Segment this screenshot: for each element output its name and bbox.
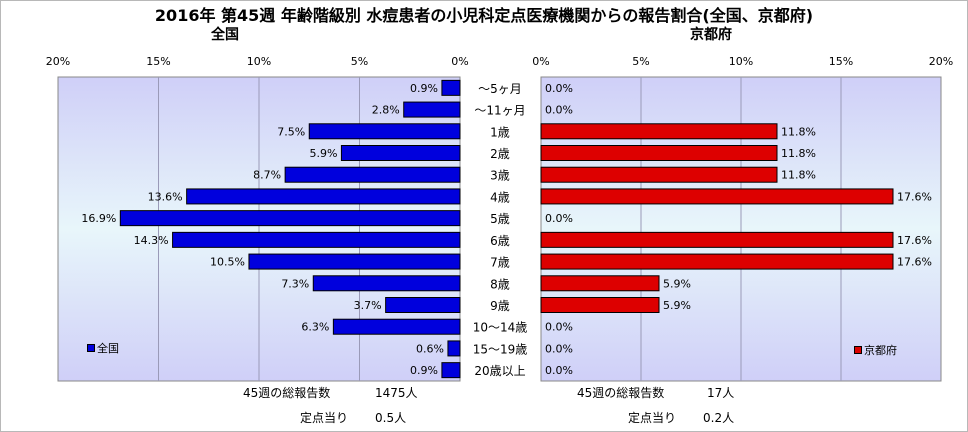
kyoto-bar: [540, 188, 894, 205]
national-bar: [119, 210, 461, 227]
right-tick-label: 15%: [829, 55, 853, 68]
national-bar: [403, 101, 461, 118]
category-label: 5歳: [490, 212, 510, 226]
left-tick-label: 15%: [146, 55, 170, 68]
national-data-label: 7.5%: [277, 125, 305, 138]
kyoto-bar: [540, 231, 894, 248]
national-data-label: 16.9%: [81, 212, 116, 225]
category-label: 8歳: [490, 277, 510, 291]
right-tick-label: 10%: [729, 55, 753, 68]
kyoto-data-label: 0.0%: [545, 212, 573, 225]
category-label: 2歳: [490, 147, 510, 161]
right-panel-title: 京都府: [690, 27, 732, 43]
left-tick-label: 0%: [451, 55, 468, 68]
kyoto-data-label: 0.0%: [545, 342, 573, 355]
left-tick-label: 20%: [46, 55, 70, 68]
kyoto-bar: [540, 145, 778, 161]
legend-label-kyoto: 京都府: [864, 344, 897, 357]
national-data-label: 6.3%: [301, 321, 329, 334]
kyoto-total-label: 45週の総報告数: [577, 386, 665, 400]
national-bar: [441, 79, 461, 96]
legend-label-national: 全国: [97, 342, 119, 355]
kyoto-data-label: 5.9%: [663, 277, 691, 290]
category-label: 1歳: [490, 125, 510, 139]
left-panel-title: 全国: [211, 27, 239, 43]
national-data-label: 5.9%: [309, 147, 337, 160]
kyoto-data-label: 17.6%: [897, 190, 932, 203]
kyoto-data-label: 0.0%: [545, 82, 573, 95]
kyoto-bar: [540, 166, 778, 183]
national-total-value: 1475人: [375, 386, 418, 400]
national-bar: [332, 318, 461, 335]
national-data-label: 8.7%: [253, 169, 281, 182]
national-bar: [447, 340, 461, 357]
national-bar: [172, 231, 461, 248]
kyoto-bar: [540, 297, 660, 313]
category-label: 3歳: [490, 169, 510, 183]
right-tick-label: 5%: [632, 55, 649, 68]
national-bar: [385, 297, 461, 313]
category-label: ～5ヶ月: [478, 82, 522, 96]
category-label: ～11ヶ月: [474, 104, 525, 118]
national-data-label: 0.9%: [410, 82, 438, 95]
kyoto-total-value: 17人: [707, 386, 735, 400]
national-bar: [308, 123, 461, 140]
national-bar: [312, 275, 461, 292]
category-label: 20歳以上: [474, 364, 525, 378]
legend-national: 全国: [87, 340, 119, 356]
national-data-label: 0.9%: [410, 364, 438, 377]
left-tick-label: 5%: [351, 55, 368, 68]
national-bar: [284, 166, 461, 183]
kyoto-per-site-label: 定点当り: [628, 411, 677, 425]
right-tick-label: 0%: [532, 55, 549, 68]
category-label: 6歳: [490, 234, 510, 248]
legend-swatch-kyoto: [854, 346, 862, 354]
national-data-label: 14.3%: [134, 234, 169, 247]
kyoto-bar: [540, 275, 660, 292]
chart-title: 2016年 第45週 年齢階級別 水痘患者の小児科定点医療機関からの報告割合(全…: [154, 6, 814, 25]
national-per-site-label: 定点当り: [300, 411, 349, 425]
kyoto-bar: [540, 253, 894, 270]
category-label: 15～19歳: [473, 342, 528, 356]
national-data-label: 13.6%: [148, 190, 183, 203]
kyoto-per-site-value: 0.2人: [703, 411, 735, 425]
national-bar: [340, 145, 461, 161]
national-bar: [248, 253, 461, 270]
category-label: 10～14歳: [473, 321, 528, 335]
kyoto-data-label: 0.0%: [545, 321, 573, 334]
kyoto-data-label: 11.8%: [781, 169, 816, 182]
right-tick-label: 20%: [929, 55, 953, 68]
legend-swatch-national: [87, 344, 95, 352]
national-data-label: 3.7%: [354, 299, 382, 312]
national-bar: [441, 362, 461, 379]
legend-kyoto: 京都府: [854, 342, 897, 358]
national-bar: [186, 188, 461, 205]
left-tick-label: 10%: [247, 55, 271, 68]
kyoto-data-label: 0.0%: [545, 104, 573, 117]
kyoto-data-label: 11.8%: [781, 125, 816, 138]
national-per-site-value: 0.5人: [375, 411, 407, 425]
national-data-label: 2.8%: [372, 104, 400, 117]
category-label: 7歳: [490, 256, 510, 270]
national-total-label: 45週の総報告数: [243, 386, 331, 400]
category-label: 9歳: [490, 299, 510, 313]
kyoto-data-label: 0.0%: [545, 364, 573, 377]
national-data-label: 10.5%: [210, 256, 245, 269]
kyoto-data-label: 17.6%: [897, 256, 932, 269]
kyoto-data-label: 5.9%: [663, 299, 691, 312]
national-data-label: 0.6%: [416, 342, 444, 355]
kyoto-data-label: 11.8%: [781, 147, 816, 160]
category-label: 4歳: [490, 190, 510, 204]
kyoto-bar: [540, 123, 778, 140]
kyoto-data-label: 17.6%: [897, 234, 932, 247]
national-data-label: 7.3%: [281, 277, 309, 290]
